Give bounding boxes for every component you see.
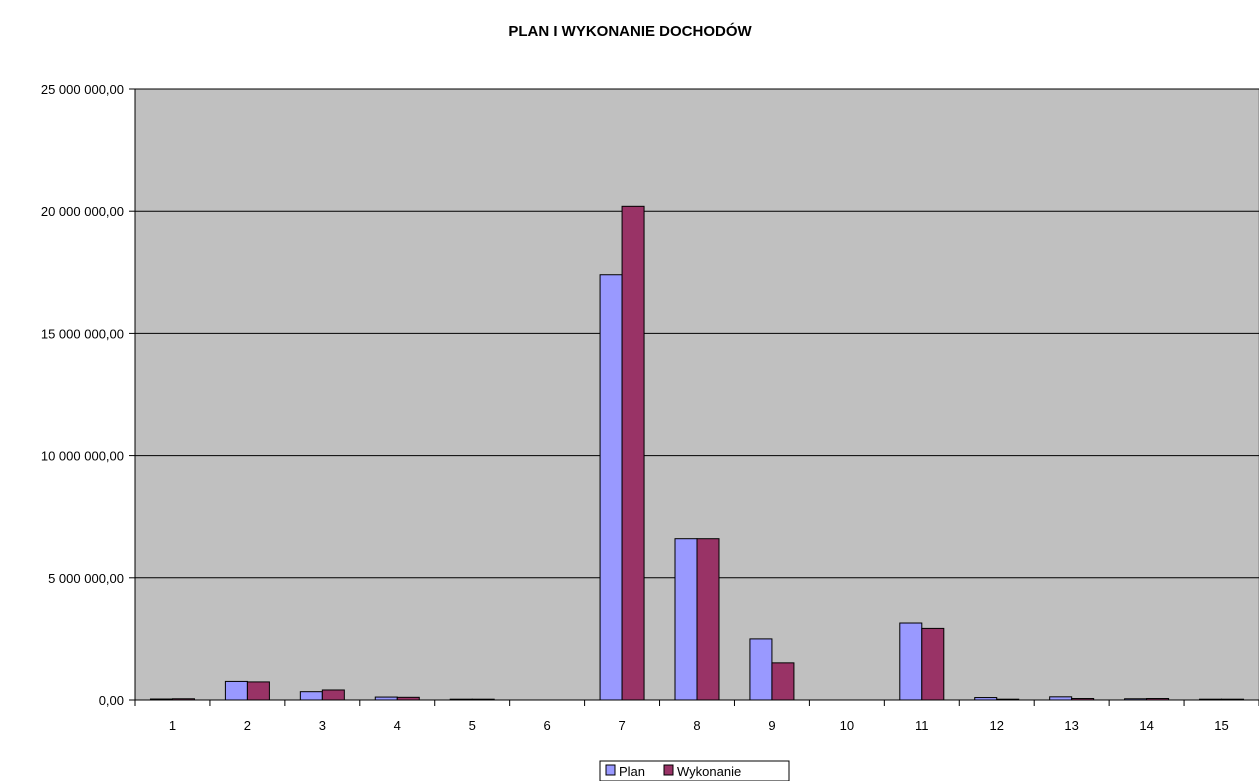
chart-title: PLAN I WYKONANIE DOCHODÓW [508,22,752,40]
bar-wykonanie-3 [321,689,345,701]
x-tick-label: 4 [394,718,401,733]
x-tick-label: 9 [768,718,775,733]
x-tick-label: 5 [469,718,476,733]
y-tick-label: 0,00 [99,693,124,708]
x-tick-label: 10 [840,718,854,733]
x-tick-label: 7 [618,718,625,733]
x-tick-label: 14 [1139,718,1153,733]
y-tick-label: 20 000 000,00 [41,204,124,219]
legend-swatch-plan [605,764,616,776]
bar-wykonanie-8 [696,538,720,701]
y-tick-label: 25 000 000,00 [41,82,124,97]
x-tick-label: 3 [319,718,326,733]
x-tick-label: 12 [989,718,1003,733]
y-tick-label: 15 000 000,00 [41,326,124,341]
legend-label-plan: Plan [619,764,645,779]
legend-swatch-wykonanie [663,764,674,776]
legend-label-wykonanie: Wykonanie [677,764,741,779]
x-tick-label: 8 [693,718,700,733]
bar-wykonanie-2 [246,681,270,701]
y-tick-label: 10 000 000,00 [41,449,124,464]
bar-wykonanie-11 [921,627,945,701]
bar-plan-11 [899,622,923,701]
y-tick-label: 5 000 000,00 [48,571,124,586]
bar-plan-9 [749,638,773,701]
x-tick-label: 13 [1064,718,1078,733]
x-tick-label: 11 [915,718,929,733]
legend: Plan Wykonanie [599,760,790,781]
x-tick-label: 6 [544,718,551,733]
bar-plan-8 [674,538,698,701]
x-tick-label: 15 [1214,718,1228,733]
bar-wykonanie-7 [621,205,645,701]
bar-plan-2 [224,680,248,701]
legend-box [599,760,790,781]
x-tick-label: 1 [169,718,176,733]
x-tick-label: 2 [244,718,251,733]
bar-plan-7 [599,274,623,701]
bar-plan-3 [299,691,323,701]
bar-wykonanie-9 [771,662,795,701]
